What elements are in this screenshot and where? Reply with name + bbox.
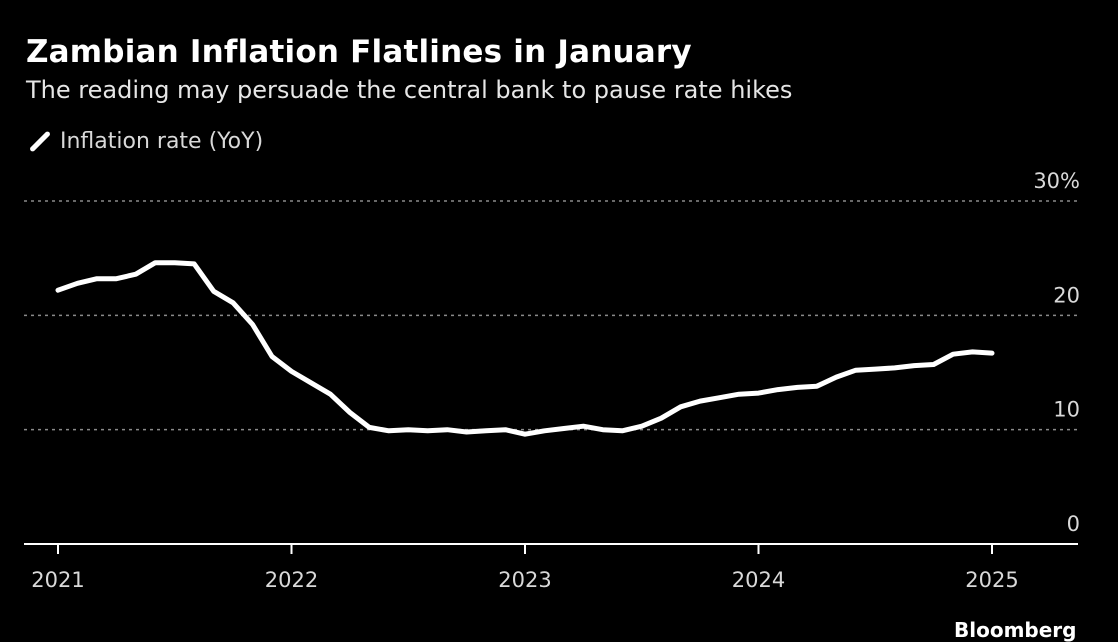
- x-tick-label: 2023: [498, 568, 551, 592]
- legend: Inflation rate (YoY): [26, 128, 263, 154]
- source-label: Bloomberg: [954, 618, 1077, 642]
- y-tick-label: 0: [1067, 512, 1080, 536]
- line-chart: 0 10 20 30% 2021 2022 2023 2024 2025: [24, 169, 1080, 592]
- x-tick-label: 2024: [732, 568, 785, 592]
- x-tick-label: 2021: [31, 568, 84, 592]
- y-tick-label: 10: [1053, 398, 1080, 422]
- series-line-inflation: [55, 260, 995, 437]
- legend-label: Inflation rate (YoY): [60, 128, 264, 154]
- chart-subtitle: The reading may persuade the central ban…: [26, 76, 793, 104]
- y-tick-label: 20: [1053, 283, 1080, 307]
- y-tick-label: 30%: [1033, 169, 1080, 193]
- x-tick-label: 2022: [265, 568, 318, 592]
- x-tick-label: 2025: [965, 568, 1018, 592]
- chart-title: Zambian Inflation Flatlines in January: [26, 34, 692, 70]
